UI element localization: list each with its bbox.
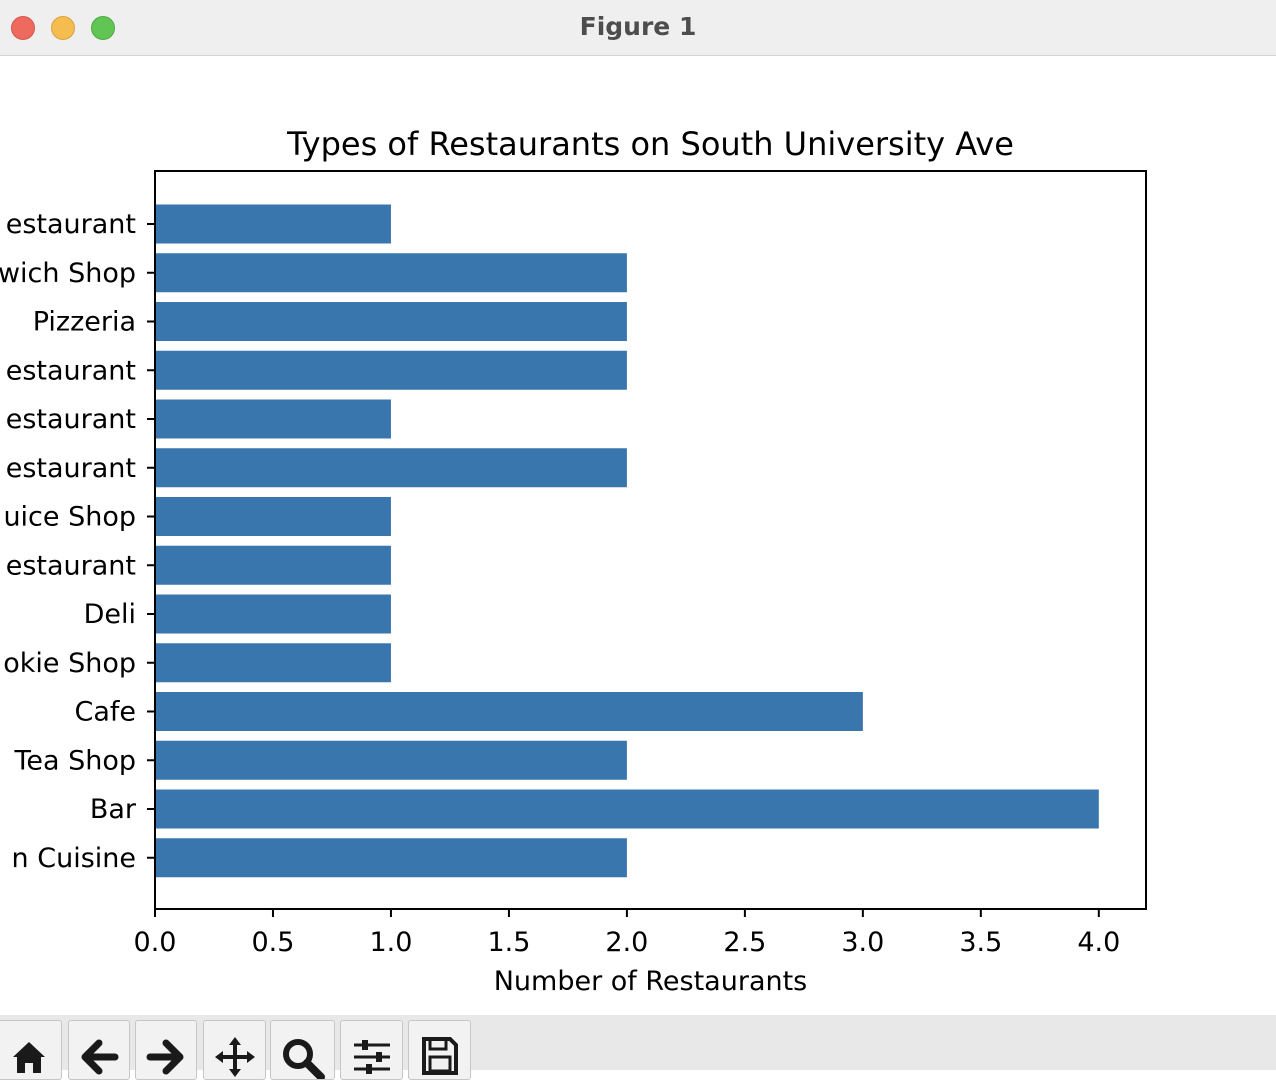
y-tick-label: okie Shop	[3, 648, 136, 679]
y-tick-label: Pizzeria	[33, 307, 136, 338]
figure-canvas: Types of Restaurants on South University…	[0, 57, 1276, 1015]
y-tick-label: wich Shop	[0, 258, 136, 289]
bar	[155, 350, 627, 390]
window-title: Figure 1	[579, 12, 697, 41]
bar	[155, 740, 627, 780]
forward-arrow-icon	[146, 1039, 184, 1075]
close-window-button[interactable]	[11, 16, 35, 40]
y-tick-label: estaurant	[6, 404, 136, 435]
x-tick-label: 0.0	[134, 927, 177, 958]
x-axis-label: Number of Restaurants	[494, 966, 808, 997]
bar	[155, 253, 627, 293]
x-tick-label: 2.0	[605, 927, 648, 958]
pan-button[interactable]	[203, 1020, 266, 1080]
bar	[155, 789, 1099, 829]
bar	[155, 692, 863, 731]
axes-frame	[154, 170, 1147, 910]
pan-icon	[214, 1037, 255, 1077]
y-tick-label: Cafe	[74, 697, 136, 728]
y-tick-label: uice Shop	[3, 502, 136, 533]
forward-button[interactable]	[135, 1020, 197, 1080]
y-tick-label: estaurant	[6, 453, 136, 484]
zoom-icon	[282, 1039, 325, 1079]
zoom-button[interactable]	[270, 1020, 335, 1080]
x-tick-label: 0.5	[251, 927, 294, 958]
bar	[155, 497, 391, 536]
y-tick-label: Tea Shop	[13, 745, 136, 776]
configure-subplots-button[interactable]	[340, 1020, 403, 1080]
bar	[155, 302, 627, 341]
minimize-window-button[interactable]	[51, 16, 75, 40]
bar	[155, 594, 391, 634]
bar	[155, 448, 627, 488]
y-tick-label: estaurant	[6, 209, 136, 240]
y-tick-label: estaurant	[6, 550, 136, 581]
navigation-toolbar	[0, 1015, 1276, 1080]
bar	[155, 204, 391, 244]
save-button[interactable]	[408, 1020, 471, 1080]
maximize-window-button[interactable]	[91, 16, 115, 40]
y-tick-label: n Cuisine	[12, 843, 136, 874]
bar	[155, 545, 391, 585]
home-icon	[13, 1042, 45, 1073]
y-tick-label: Bar	[90, 794, 137, 825]
x-tick-label: 2.5	[723, 927, 766, 958]
window-titlebar: Figure 1	[0, 0, 1276, 56]
chart-title: Types of Restaurants on South University…	[286, 125, 1014, 163]
x-tick-label: 1.0	[369, 927, 412, 958]
save-icon	[421, 1037, 458, 1075]
bar	[155, 838, 627, 878]
bar	[155, 643, 391, 683]
back-arrow-icon	[81, 1039, 119, 1075]
bar	[155, 399, 391, 439]
x-tick-label: 4.0	[1077, 927, 1120, 958]
y-tick-label: Deli	[84, 599, 136, 630]
subplots-icon	[353, 1040, 390, 1074]
x-tick-label: 3.5	[959, 927, 1002, 958]
home-button[interactable]	[0, 1020, 62, 1080]
y-tick-label: estaurant	[6, 355, 136, 386]
bar-chart: Types of Restaurants on South University…	[0, 125, 1147, 997]
x-tick-label: 1.5	[487, 927, 530, 958]
x-tick-label: 3.0	[841, 927, 884, 958]
back-button[interactable]	[68, 1020, 130, 1080]
